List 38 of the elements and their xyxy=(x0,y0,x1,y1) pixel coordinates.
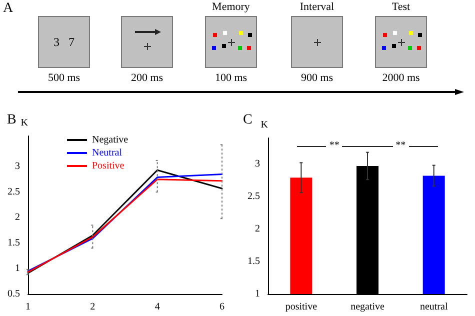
text: 100 ms xyxy=(214,72,248,84)
significance-bracket: ** xyxy=(364,140,438,152)
text: Memory xyxy=(212,1,250,13)
x-tick-label: 1 xyxy=(26,302,30,312)
text: A xyxy=(3,1,14,17)
legend-label: Negative xyxy=(92,134,129,146)
x-tick-label: 6 xyxy=(220,302,224,312)
y-axis-title: K xyxy=(20,118,29,128)
y-tick-label: 2 xyxy=(15,212,20,224)
y-tick-label: 2.5 xyxy=(248,191,260,202)
text: 900 ms xyxy=(300,72,334,84)
y-tick-label: 0.5 xyxy=(8,288,20,300)
y-tick-label: 3 xyxy=(15,161,20,172)
y-tick-label: 1.5 xyxy=(8,238,20,249)
legend-label: Neutral xyxy=(92,148,122,158)
text: 3 7 xyxy=(54,35,74,49)
y-tick-label: 2.5 xyxy=(8,186,20,198)
y-tick-label: 1.5 xyxy=(248,256,260,267)
text: 500 ms xyxy=(48,72,80,84)
y-axis-title: K xyxy=(260,120,269,130)
x-tick-label: 2 xyxy=(90,302,96,312)
legend-label: Positive xyxy=(92,160,125,172)
annotation: ** xyxy=(329,140,340,152)
text: 200 ms xyxy=(130,72,164,84)
x-tick-label: positive xyxy=(285,302,318,312)
y-tick-label: 1 xyxy=(15,263,20,274)
text: Test xyxy=(392,1,410,13)
x-tick-label: neutral xyxy=(420,302,448,312)
text: Interval xyxy=(300,1,334,13)
chart-title: B xyxy=(7,112,16,128)
text: 2000 ms xyxy=(382,72,420,84)
x-tick-label: negative xyxy=(350,302,385,312)
y-tick-label: 2 xyxy=(255,224,260,234)
x-tick-label: 4 xyxy=(154,302,160,312)
y-tick-label: 3 xyxy=(255,158,260,170)
chart-title: C xyxy=(243,112,252,128)
y-tick-label: 1 xyxy=(255,288,260,300)
annotation: ** xyxy=(396,140,406,152)
